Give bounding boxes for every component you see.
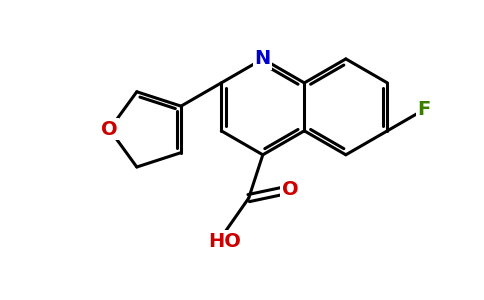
Text: F: F [417,100,430,119]
Text: N: N [255,50,271,68]
Text: O: O [101,120,118,139]
Text: HO: HO [208,232,241,251]
Text: O: O [282,180,298,199]
